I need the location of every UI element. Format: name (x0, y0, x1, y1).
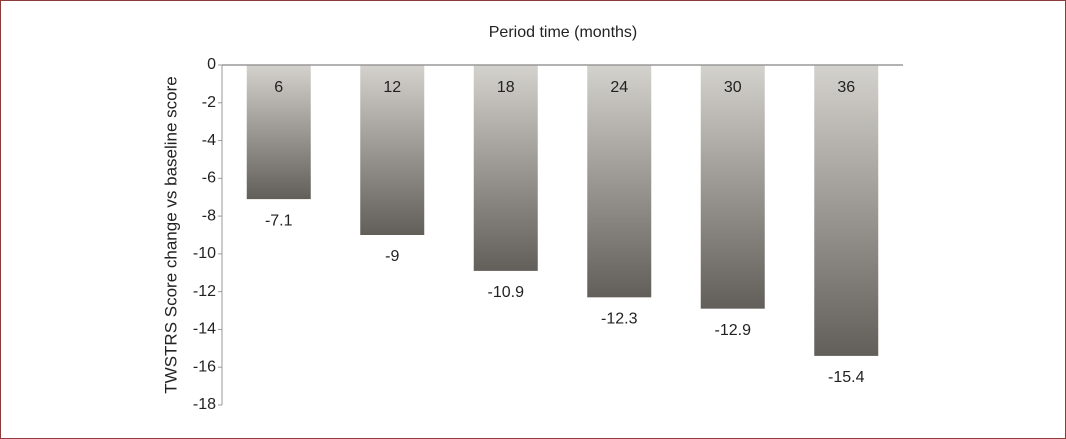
category-label: 24 (610, 79, 628, 96)
value-label: -7.1 (265, 212, 293, 229)
value-label: -12.3 (601, 311, 638, 328)
y-tick-label: -16 (193, 358, 216, 375)
value-label: -12.9 (715, 322, 752, 339)
x-axis-title: Period time (months) (489, 24, 638, 41)
y-tick-label: -18 (193, 396, 216, 413)
bar (700, 65, 765, 309)
y-tick-label: 0 (207, 56, 216, 73)
category-label: 12 (383, 79, 401, 96)
category-label: 6 (274, 79, 283, 96)
y-tick-label: -14 (193, 321, 216, 338)
y-tick-label: -6 (202, 170, 216, 187)
bar (473, 65, 538, 271)
y-tick-label: -8 (202, 207, 216, 224)
bar (360, 65, 425, 235)
category-label: 36 (837, 79, 855, 96)
y-axis-title: TWSTRS Score change vs baseline score (161, 76, 180, 393)
bar (246, 65, 311, 200)
y-tick-label: -2 (202, 94, 216, 111)
y-tick-label: -4 (202, 132, 216, 149)
category-label: 18 (497, 79, 515, 96)
y-tick-label: -10 (193, 245, 216, 262)
value-label: -9 (385, 248, 399, 265)
value-label: -10.9 (488, 284, 525, 301)
y-tick-label: -12 (193, 283, 216, 300)
bar (587, 65, 652, 298)
category-label: 30 (724, 79, 742, 96)
bar (814, 65, 879, 356)
value-label: -15.4 (828, 369, 865, 386)
